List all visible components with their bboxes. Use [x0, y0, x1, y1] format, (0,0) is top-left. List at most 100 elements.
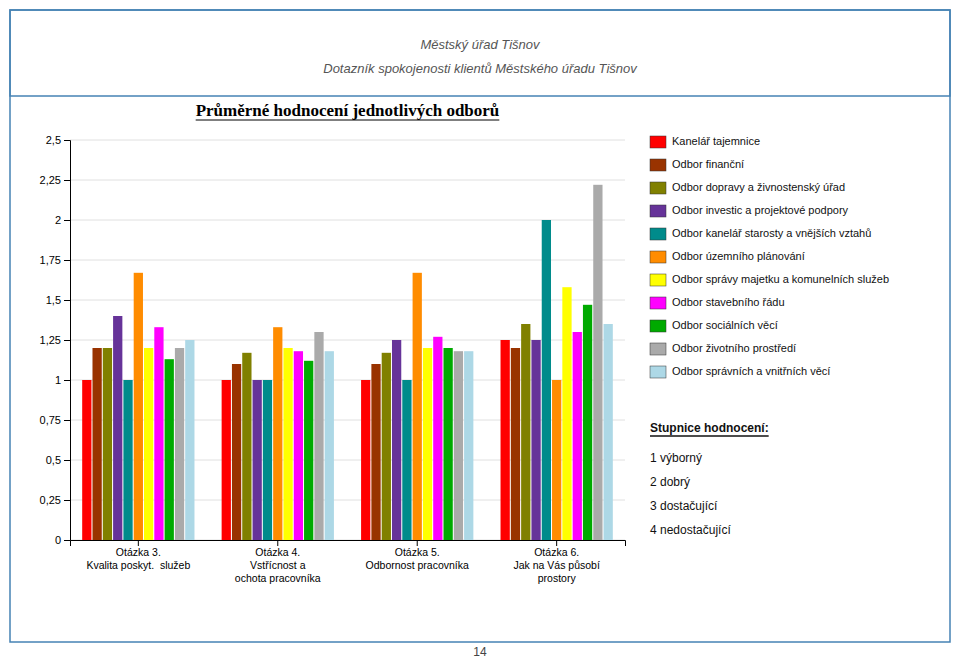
x-tick-label: Otázka 4.Vstřícnost aochota pracovníka	[235, 546, 321, 583]
bar	[222, 380, 231, 540]
scale-title-underline	[650, 435, 769, 437]
y-tick-label: 1,25	[40, 334, 61, 346]
scale-item: 3 dostačující	[650, 499, 718, 513]
legend-swatch	[650, 228, 666, 240]
bar	[604, 324, 613, 540]
x-tick: Otázka 5.Odbornost pracovníka	[366, 540, 469, 571]
header-box	[10, 10, 950, 96]
legend-swatch	[650, 320, 666, 332]
y-tick-mark	[64, 540, 70, 541]
y-tick: 1,25	[40, 334, 70, 346]
y-tick: 1,5	[46, 294, 70, 306]
bar	[392, 340, 401, 540]
legend-item: Odbor dopravy a živnostenský úřad	[650, 181, 845, 194]
chart-title: Průměrné hodnocení jednotlivých odborů	[196, 101, 500, 120]
x-tick-mark	[417, 540, 418, 546]
bar	[464, 351, 473, 540]
legend-label: Odbor kanelář starosty a vnějších vztahů	[672, 227, 871, 239]
header-text: Městský úřad Tišnov	[420, 37, 541, 52]
legend-item: Odbor správy majetku a komunelních služe…	[650, 273, 889, 286]
bar	[454, 351, 463, 540]
y-tick-label: 1,75	[40, 254, 61, 266]
x-tick-mark	[556, 540, 557, 546]
legend-label: Odbor správy majetku a komunelních služe…	[672, 273, 889, 285]
x-tick-mark	[277, 540, 278, 546]
legend-swatch	[650, 159, 666, 171]
bar	[113, 316, 122, 540]
bar	[283, 348, 292, 540]
bar	[593, 185, 602, 540]
y-tick-mark	[64, 500, 70, 501]
bar-series	[185, 324, 613, 540]
y-tick-mark	[64, 180, 70, 181]
legend-label: Kanelář tajemnice	[672, 135, 760, 147]
y-tick: 2,25	[40, 174, 70, 186]
legend-swatch	[650, 182, 666, 194]
x-tick-mark	[138, 540, 139, 546]
bar	[433, 337, 442, 540]
scale-item: 1 výborný	[650, 451, 702, 465]
chart-svg: Městský úřad Tišnov Dotazník spokojenosti…	[0, 0, 960, 662]
bar	[82, 380, 91, 540]
bar	[154, 327, 163, 540]
bar	[263, 380, 272, 540]
header-text: Dotazník spokojenosti klientů Městského …	[323, 61, 638, 76]
y-tick: 0,5	[46, 454, 70, 466]
bar	[501, 340, 510, 540]
bar-series	[165, 305, 593, 540]
legend-item: Odbor územního plánování	[650, 250, 805, 263]
y-tick-label: 1,5	[46, 294, 61, 306]
bar	[361, 380, 370, 540]
legend-item: Odbor stavebního řádu	[650, 296, 785, 309]
x-axis-line	[71, 541, 626, 547]
legend-label: Odbor sociálních věcí	[672, 319, 778, 331]
y-tick: 0,25	[40, 494, 70, 506]
y-tick-mark	[64, 260, 70, 261]
x-tick-label: Otázka 5.Odbornost pracovníka	[366, 546, 469, 571]
legend-item: Odbor kanelář starosty a vnějších vztahů	[650, 227, 871, 240]
y-tick: 2,5	[46, 134, 70, 146]
y-tick-label: 2	[55, 214, 61, 226]
bar	[175, 348, 184, 540]
legend-item: Odbor investic a projektové podpory	[650, 204, 849, 217]
y-tick-label: 0	[55, 534, 61, 546]
bar	[443, 348, 452, 540]
bar	[134, 273, 143, 540]
y-tick-mark	[64, 220, 70, 221]
y-axis-line	[64, 141, 71, 541]
y-tick-mark	[64, 300, 70, 301]
scale-item: 4 nedostačující	[650, 523, 731, 537]
bar	[144, 348, 153, 540]
y-tick: 1	[55, 374, 70, 386]
legend-label: Odbor životního prostředí	[672, 342, 796, 354]
bar	[314, 332, 323, 540]
bar-series	[103, 324, 531, 540]
bar	[413, 273, 422, 540]
legend-item: Odbor životního prostředí	[650, 342, 796, 355]
x-tick: Otázka 6.Jak na Vás působíprostory	[513, 540, 599, 584]
bar-series	[144, 287, 572, 540]
y-axis: 0 0,25 0,5 0,75 1 1,25 1,5 1,75 2 2,25 2,5	[40, 134, 71, 546]
bar	[325, 351, 334, 540]
bar	[382, 353, 391, 540]
y-tick-label: 0,75	[40, 414, 61, 426]
bar-series	[82, 340, 510, 540]
legend-item: Kanelář tajemnice	[650, 135, 760, 148]
bar	[253, 380, 262, 540]
y-tick-label: 0,5	[46, 454, 61, 466]
x-tick-label: Otázka 6.Jak na Vás působíprostory	[513, 546, 599, 583]
bar	[232, 364, 241, 540]
legend-swatch	[650, 297, 666, 309]
y-tick-mark	[64, 340, 70, 341]
grid-line	[70, 180, 625, 181]
legend-label: Odbor správních a vnitřních věcí	[672, 365, 830, 377]
y-tick-label: 1	[55, 374, 61, 386]
legend-swatch	[650, 274, 666, 286]
bar	[242, 353, 251, 540]
bar-series	[154, 327, 582, 540]
bar	[542, 220, 551, 540]
legend-item: Odbor správních a vnitřních věcí	[650, 365, 830, 378]
legend-label: Odbor územního plánování	[672, 250, 805, 262]
y-tick: 0,75	[40, 414, 70, 426]
legend-swatch	[650, 136, 666, 148]
